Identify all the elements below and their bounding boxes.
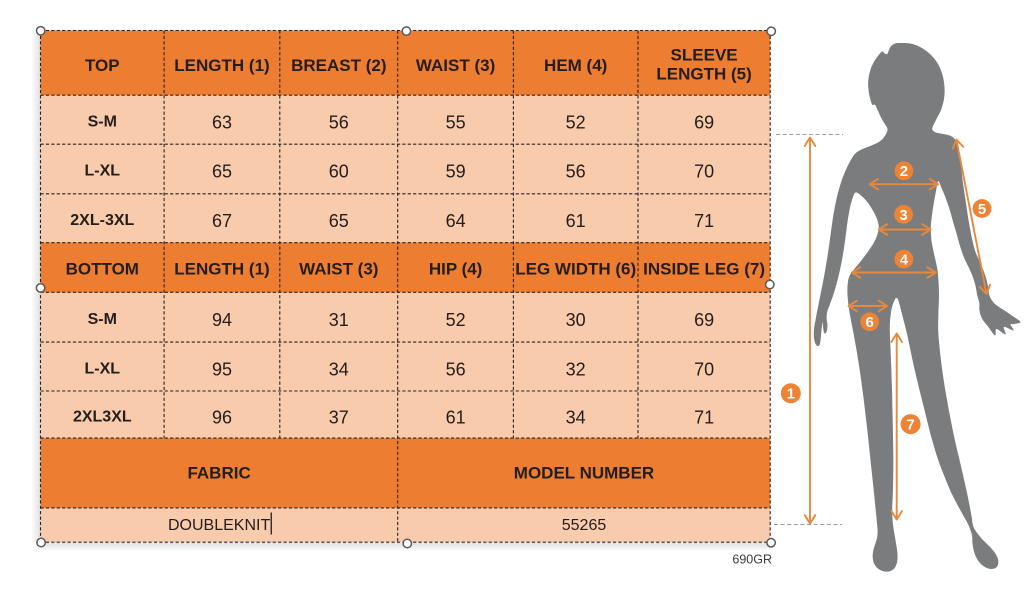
svg-text:56: 56 [566, 162, 586, 182]
svg-text:55: 55 [446, 112, 466, 132]
svg-text:30: 30 [566, 310, 586, 330]
svg-text:32: 32 [566, 359, 586, 379]
svg-text:96: 96 [212, 407, 232, 427]
svg-text:65: 65 [329, 211, 349, 231]
svg-text:56: 56 [446, 359, 466, 379]
svg-text:L-XL: L-XL [85, 360, 121, 377]
svg-text:2XL3XL: 2XL3XL [73, 408, 132, 425]
svg-text:55265: 55265 [562, 517, 607, 534]
svg-text:LENGTH (1): LENGTH (1) [174, 56, 269, 75]
svg-text:71: 71 [694, 407, 714, 427]
svg-text:BREAST (2): BREAST (2) [291, 56, 386, 75]
svg-text:INSIDE LEG (7): INSIDE LEG (7) [643, 259, 765, 278]
svg-text:61: 61 [566, 211, 586, 231]
svg-text:95: 95 [212, 359, 232, 379]
svg-text:S-M: S-M [88, 113, 117, 130]
svg-text:37: 37 [329, 407, 349, 427]
svg-text:67: 67 [212, 211, 232, 231]
svg-text:HEM (4): HEM (4) [544, 56, 607, 75]
svg-text:WAIST (3): WAIST (3) [299, 259, 378, 278]
svg-text:71: 71 [694, 211, 714, 231]
svg-text:HIP (4): HIP (4) [429, 259, 483, 278]
svg-text:2: 2 [900, 163, 908, 180]
svg-text:DOUBLEKNIT: DOUBLEKNIT [168, 517, 270, 534]
svg-text:690GR: 690GR [732, 553, 772, 567]
svg-text:FABRIC: FABRIC [187, 464, 250, 483]
svg-text:70: 70 [694, 162, 714, 182]
svg-text:69: 69 [694, 112, 714, 132]
svg-text:LENGTH (1): LENGTH (1) [174, 259, 269, 278]
svg-text:L-XL: L-XL [85, 163, 121, 180]
svg-text:65: 65 [212, 162, 232, 182]
svg-text:61: 61 [446, 407, 466, 427]
svg-text:70: 70 [694, 359, 714, 379]
svg-text:4: 4 [900, 252, 909, 269]
svg-text:3: 3 [899, 207, 907, 224]
svg-text:60: 60 [329, 162, 349, 182]
svg-text:2XL-3XL: 2XL-3XL [70, 212, 134, 229]
svg-text:52: 52 [446, 310, 466, 330]
svg-text:6: 6 [866, 314, 874, 331]
svg-text:31: 31 [329, 310, 349, 330]
svg-text:LENGTH (5): LENGTH (5) [656, 65, 751, 84]
svg-text:1: 1 [787, 386, 795, 403]
svg-text:TOP: TOP [85, 56, 120, 75]
svg-text:69: 69 [694, 310, 714, 330]
svg-text:5: 5 [978, 201, 986, 218]
svg-text:SLEEVE: SLEEVE [671, 45, 738, 64]
svg-text:52: 52 [566, 112, 586, 132]
svg-text:S-M: S-M [88, 311, 117, 328]
svg-text:7: 7 [906, 417, 914, 434]
svg-text:BOTTOM: BOTTOM [66, 259, 139, 278]
svg-text:LEG WIDTH (6): LEG WIDTH (6) [515, 259, 636, 278]
svg-text:34: 34 [329, 359, 349, 379]
svg-text:56: 56 [329, 112, 349, 132]
svg-text:59: 59 [446, 162, 466, 182]
svg-text:MODEL NUMBER: MODEL NUMBER [514, 464, 654, 483]
svg-text:63: 63 [212, 112, 232, 132]
svg-text:64: 64 [446, 211, 466, 231]
svg-text:34: 34 [566, 407, 586, 427]
svg-text:94: 94 [212, 310, 232, 330]
svg-text:WAIST (3): WAIST (3) [416, 56, 495, 75]
